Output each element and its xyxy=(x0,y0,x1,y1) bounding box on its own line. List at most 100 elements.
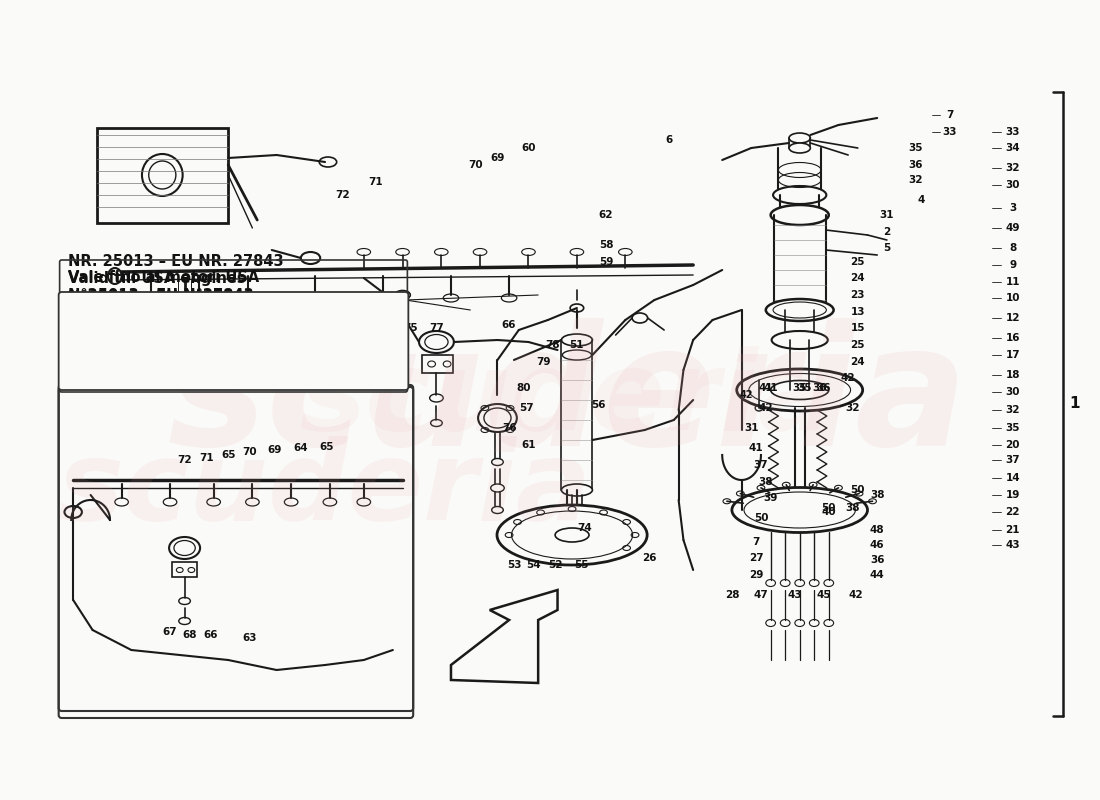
Text: 30: 30 xyxy=(1005,387,1020,397)
Text: 26: 26 xyxy=(642,553,657,563)
Text: 36: 36 xyxy=(870,555,884,565)
Text: N°25013 – EU N°27843: N°25013 – EU N°27843 xyxy=(68,290,254,305)
Text: 72: 72 xyxy=(336,190,350,200)
Text: 61: 61 xyxy=(521,440,536,450)
Text: 34: 34 xyxy=(1005,143,1020,153)
Text: scuderia: scuderia xyxy=(58,437,592,543)
Ellipse shape xyxy=(771,331,828,349)
Text: 71: 71 xyxy=(199,453,214,463)
Ellipse shape xyxy=(169,537,200,559)
Text: 32: 32 xyxy=(846,403,860,413)
Text: 19: 19 xyxy=(1005,490,1020,500)
Text: 36: 36 xyxy=(816,383,832,393)
Text: 45: 45 xyxy=(816,590,832,600)
Text: 62: 62 xyxy=(598,210,613,220)
Text: 42: 42 xyxy=(739,390,754,400)
Text: 31: 31 xyxy=(744,423,759,433)
Text: 18: 18 xyxy=(1005,370,1020,380)
Ellipse shape xyxy=(419,331,454,353)
Text: 38: 38 xyxy=(846,503,860,513)
Text: 36: 36 xyxy=(909,160,923,170)
Text: 54: 54 xyxy=(526,560,540,570)
Text: 22: 22 xyxy=(1005,507,1020,517)
Text: scuderia: scuderia xyxy=(167,318,968,482)
Text: 32: 32 xyxy=(909,175,923,185)
Text: 37: 37 xyxy=(754,460,768,470)
Text: 24: 24 xyxy=(850,357,865,367)
Text: 47: 47 xyxy=(754,590,768,600)
Polygon shape xyxy=(451,590,558,683)
Text: 41: 41 xyxy=(749,443,763,453)
Ellipse shape xyxy=(789,133,811,143)
Ellipse shape xyxy=(732,487,868,533)
Text: 65: 65 xyxy=(320,442,334,452)
Text: 28: 28 xyxy=(725,590,739,600)
Text: 33: 33 xyxy=(943,127,957,137)
Text: 33: 33 xyxy=(1005,127,1020,137)
Text: 68: 68 xyxy=(183,630,197,640)
Text: Valid till USA engines: Valid till USA engines xyxy=(68,271,246,286)
Text: 31: 31 xyxy=(880,210,894,220)
Text: 78: 78 xyxy=(546,340,560,350)
Ellipse shape xyxy=(561,484,593,496)
Text: 76: 76 xyxy=(502,423,516,433)
Text: 79: 79 xyxy=(536,357,550,367)
Text: 4: 4 xyxy=(917,195,924,205)
Ellipse shape xyxy=(561,334,593,346)
FancyBboxPatch shape xyxy=(58,292,408,390)
Text: 69: 69 xyxy=(267,445,282,455)
Text: 63: 63 xyxy=(242,633,256,643)
Text: 41: 41 xyxy=(759,383,773,393)
Text: 43: 43 xyxy=(1005,540,1020,550)
Text: 2: 2 xyxy=(883,227,891,237)
Ellipse shape xyxy=(737,369,862,411)
Ellipse shape xyxy=(478,404,517,432)
Text: 56: 56 xyxy=(591,400,605,410)
Text: 50: 50 xyxy=(822,503,836,513)
Text: 70: 70 xyxy=(242,447,256,457)
Text: 48: 48 xyxy=(870,525,884,535)
Ellipse shape xyxy=(497,505,647,565)
Text: 35: 35 xyxy=(909,143,923,153)
Text: NR. 25013 – EU NR. 27843: NR. 25013 – EU NR. 27843 xyxy=(69,363,274,377)
Text: 12: 12 xyxy=(1005,313,1020,323)
Text: 29: 29 xyxy=(749,570,763,580)
Text: Vale fino ai motori USA: Vale fino ai motori USA xyxy=(69,303,251,317)
Ellipse shape xyxy=(108,268,122,284)
Text: 14: 14 xyxy=(1005,473,1020,483)
Text: 16: 16 xyxy=(1005,333,1020,343)
Text: 35: 35 xyxy=(798,383,812,393)
Bar xyxy=(98,128,228,223)
Text: 67: 67 xyxy=(163,627,177,637)
Text: 36: 36 xyxy=(812,383,826,393)
Ellipse shape xyxy=(492,506,504,514)
Text: 59: 59 xyxy=(598,257,613,267)
Text: 70: 70 xyxy=(468,160,483,170)
Text: Vale fino ai motori USA: Vale fino ai motori USA xyxy=(68,307,260,322)
Ellipse shape xyxy=(492,458,504,466)
Text: N°25013 – EU N°27843: N°25013 – EU N°27843 xyxy=(69,323,246,337)
Text: 42: 42 xyxy=(848,590,864,600)
Bar xyxy=(422,355,453,373)
Text: 50: 50 xyxy=(850,485,865,495)
Text: 35: 35 xyxy=(1005,423,1020,433)
Text: 60: 60 xyxy=(521,143,536,153)
Text: 50: 50 xyxy=(754,513,768,523)
Text: 7: 7 xyxy=(946,110,954,120)
Text: 40: 40 xyxy=(822,507,836,517)
Text: 69: 69 xyxy=(491,153,505,163)
Ellipse shape xyxy=(789,143,811,153)
Text: 7: 7 xyxy=(752,537,760,547)
Text: 24: 24 xyxy=(850,273,865,283)
Text: 27: 27 xyxy=(749,553,763,563)
Text: 23: 23 xyxy=(850,290,865,300)
Text: 30: 30 xyxy=(1005,180,1020,190)
Text: 11: 11 xyxy=(1005,277,1020,287)
Text: 77: 77 xyxy=(429,323,443,333)
Text: 64: 64 xyxy=(294,443,308,453)
Text: 5: 5 xyxy=(883,243,891,253)
Text: Valid till USA engines: Valid till USA engines xyxy=(68,305,246,319)
Ellipse shape xyxy=(175,338,195,348)
Text: scuderia: scuderia xyxy=(300,346,834,454)
Text: Vale fino ai motori USA: Vale fino ai motori USA xyxy=(68,270,260,286)
